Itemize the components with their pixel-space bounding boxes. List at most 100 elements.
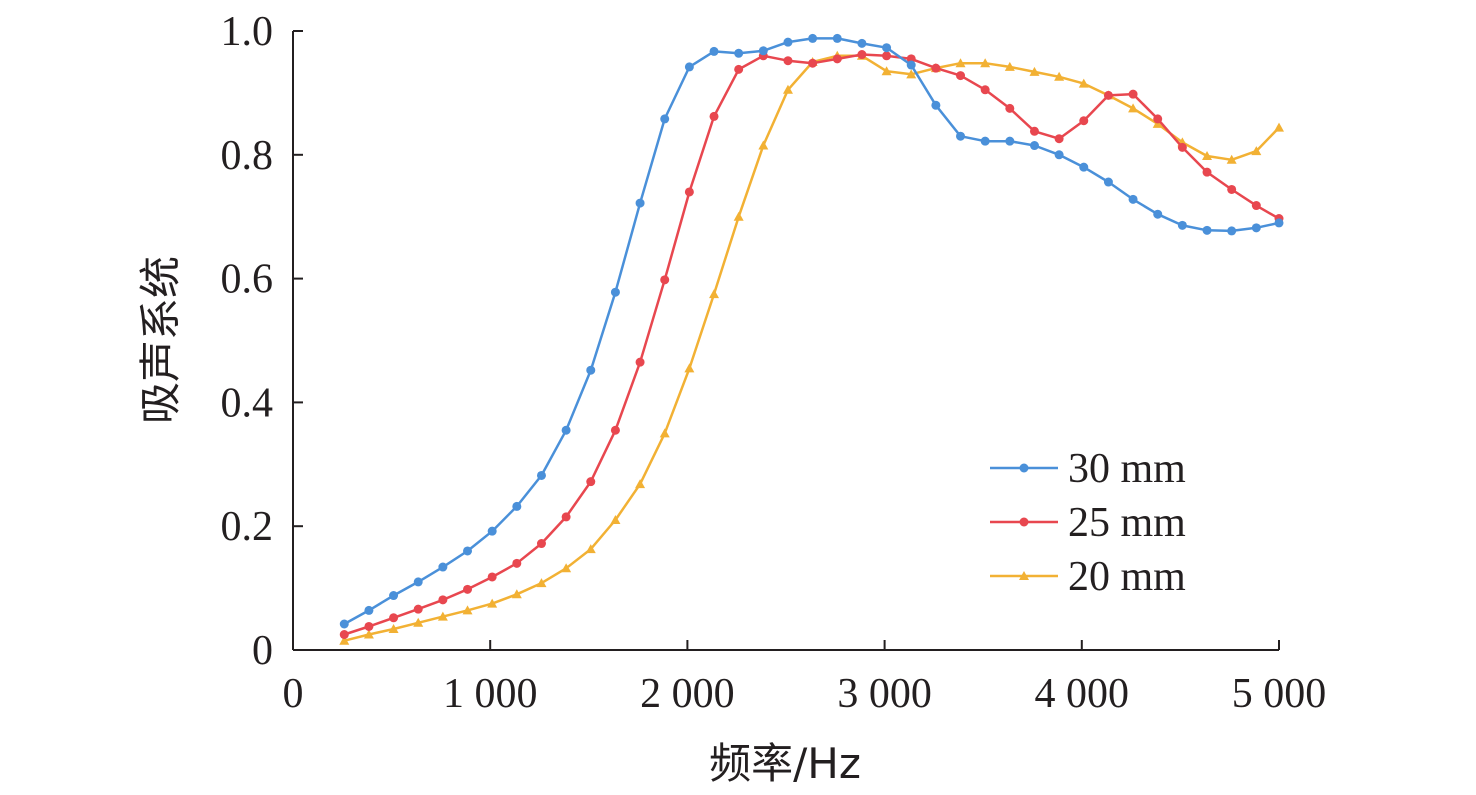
data-point (660, 114, 670, 124)
data-point (1005, 103, 1015, 113)
data-point (709, 289, 720, 299)
data-point (1251, 201, 1261, 211)
data-point (364, 605, 374, 615)
data-point (1226, 154, 1237, 164)
data-point (1029, 141, 1039, 151)
data-point (1078, 78, 1089, 88)
legend-marker (1019, 463, 1029, 473)
data-point (1029, 66, 1040, 76)
data-point (1227, 184, 1237, 194)
data-point (1274, 218, 1284, 228)
data-point (808, 58, 818, 68)
data-point (339, 619, 349, 629)
axes (292, 30, 1280, 651)
data-point (1054, 150, 1064, 160)
data-point (1251, 223, 1261, 233)
data-point (1128, 89, 1138, 99)
data-point (462, 605, 473, 615)
series-line-25-mm (343, 53, 1280, 636)
data-point (1274, 122, 1284, 132)
x-tick-label: 1 000 (443, 671, 538, 717)
data-point (1153, 209, 1163, 219)
data-point (684, 62, 694, 72)
data-point (931, 63, 941, 73)
data-point (586, 477, 596, 487)
data-point (1054, 134, 1064, 144)
x-tick-label: 2 000 (640, 671, 735, 717)
data-point (734, 64, 744, 74)
data-point (1004, 61, 1015, 71)
data-point (437, 611, 448, 621)
data-point (512, 558, 522, 568)
x-tick-label: 0 (283, 671, 304, 717)
data-point (1227, 226, 1237, 236)
data-point (487, 598, 498, 608)
series-line-20-mm (343, 54, 1280, 642)
data-point (635, 357, 645, 367)
data-point (635, 479, 646, 489)
legend-label: 20 mm (1068, 554, 1186, 600)
data-point (413, 577, 423, 587)
data-point (1177, 220, 1187, 230)
data-point (734, 48, 744, 58)
y-tick-label: 1.0 (221, 9, 274, 55)
data-point (1079, 116, 1089, 126)
data-point (1103, 90, 1113, 100)
data-point (906, 60, 916, 70)
data-point (980, 85, 990, 95)
data-point (782, 84, 793, 94)
data-point (709, 46, 719, 56)
data-point (980, 58, 991, 68)
data-point (610, 515, 621, 525)
x-tick-label: 3 000 (837, 671, 932, 717)
data-point (906, 69, 917, 79)
data-point (364, 621, 374, 631)
series-25-mm (339, 50, 1284, 640)
y-axis-label: 吸声系统 (136, 256, 185, 424)
data-point (808, 33, 818, 43)
data-point (956, 71, 966, 81)
x-tick-label: 5 000 (1232, 671, 1327, 717)
data-point (339, 635, 350, 645)
tick-labels: 0 0.2 0.4 0.6 0.8 1.0 0 1 000 2 000 3 000 4 000 5 0… (221, 9, 1327, 717)
legend-marker (1019, 517, 1029, 527)
data-point (413, 617, 424, 627)
data-point (881, 66, 892, 76)
data-point (684, 363, 695, 373)
data-point (857, 50, 867, 60)
data-point (783, 37, 793, 47)
data-point (1029, 126, 1039, 136)
data-point (610, 287, 620, 297)
data-point (931, 100, 941, 110)
data-point (906, 54, 916, 64)
legend-label: 25 mm (1068, 500, 1186, 546)
y-tick-label: 0.2 (221, 504, 274, 550)
data-point (586, 365, 596, 375)
data-point (882, 43, 892, 53)
data-point (1128, 103, 1139, 113)
data-point (511, 589, 522, 599)
data-point (1103, 177, 1113, 187)
data-point (758, 140, 769, 150)
data-point (1153, 114, 1163, 124)
data-point (832, 54, 842, 64)
data-point (832, 33, 842, 43)
data-point (882, 51, 892, 61)
data-point (1177, 142, 1187, 152)
data-point (980, 136, 990, 146)
y-tick-label: 0.8 (221, 133, 274, 179)
data-point (1202, 225, 1212, 235)
data-point (463, 584, 473, 594)
data-point (561, 512, 571, 522)
legend: 30 mm 25 mm 20 mm (990, 446, 1186, 600)
x-tick-label: 4 000 (1035, 671, 1130, 717)
data-point (389, 591, 399, 601)
data-point (512, 501, 522, 511)
data-point (1079, 162, 1089, 172)
legend-label: 30 mm (1068, 446, 1186, 492)
legend-marker (1019, 571, 1029, 580)
data-point (536, 539, 546, 549)
data-point (659, 428, 670, 438)
series-30-mm (339, 33, 1284, 629)
data-point (955, 58, 966, 68)
